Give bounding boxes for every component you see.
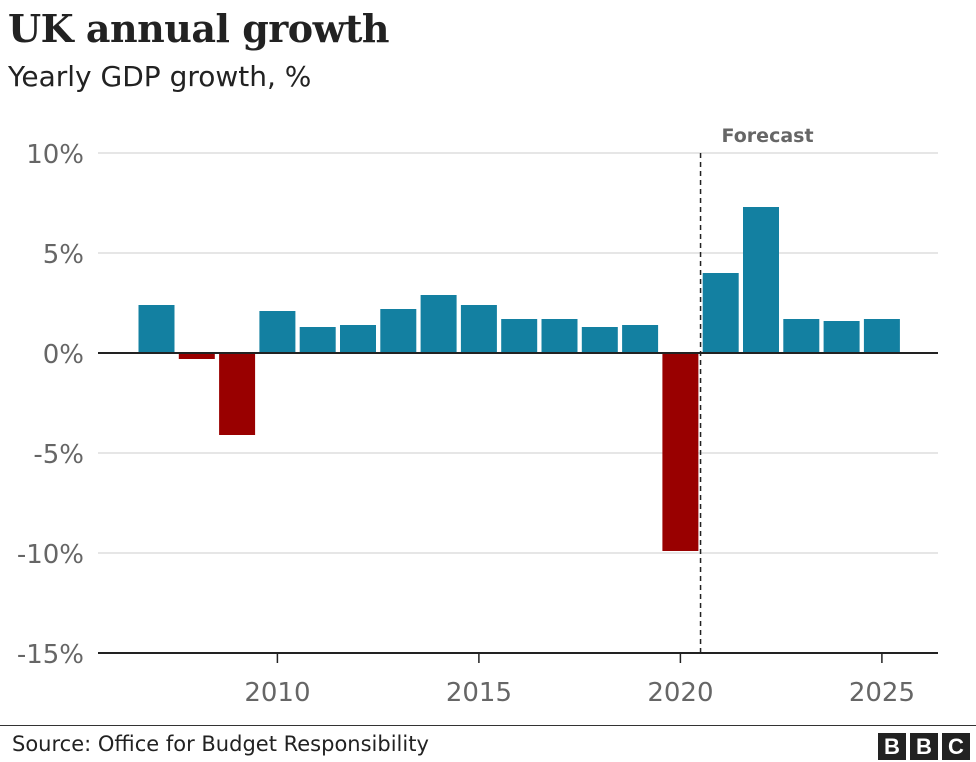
source-note: Source: Office for Budget Responsibility: [12, 732, 429, 756]
forecast-label: Forecast: [722, 125, 814, 147]
bbc-logo-letter-2: B: [910, 733, 938, 760]
chart-title: UK annual growth: [8, 6, 390, 51]
bar-chart: 10% 5% 0% -5% -10% -15% 2010 2015 2020 2025 Foreca…: [17, 125, 938, 708]
bar: [299, 327, 336, 353]
bar: [622, 325, 659, 353]
chart-subtitle: Yearly GDP growth, %: [8, 60, 312, 93]
bbc-logo-letter-1: B: [878, 733, 906, 760]
bar: [178, 353, 215, 359]
bar: [501, 319, 538, 353]
bar: [863, 319, 900, 353]
y-tick-label: -5%: [33, 440, 84, 470]
y-tick-label: -15%: [17, 640, 84, 670]
bar: [541, 319, 578, 353]
bar: [783, 319, 820, 353]
bar: [702, 273, 739, 353]
bar: [259, 311, 296, 353]
bar: [340, 325, 376, 353]
bar: [460, 305, 497, 353]
y-tick-label: 5%: [43, 240, 84, 270]
bbc-logo-letter-3: C: [942, 733, 970, 760]
bar: [743, 207, 779, 353]
y-tick-label: -10%: [17, 540, 84, 570]
x-tick-label: 2020: [647, 678, 713, 708]
x-tick-label: 2010: [244, 678, 310, 708]
bar: [420, 295, 457, 353]
bbc-logo: B B C: [878, 733, 970, 760]
bar: [138, 305, 175, 353]
bar: [380, 309, 417, 353]
footer-divider: [0, 725, 976, 726]
x-tick-label: 2025: [849, 678, 915, 708]
x-tick-label: 2015: [446, 678, 512, 708]
y-tick-label: 10%: [26, 140, 84, 170]
bar: [823, 321, 860, 353]
y-tick-label: 0%: [43, 340, 84, 370]
bar: [219, 353, 256, 435]
bar: [662, 353, 699, 551]
bar: [581, 327, 618, 353]
